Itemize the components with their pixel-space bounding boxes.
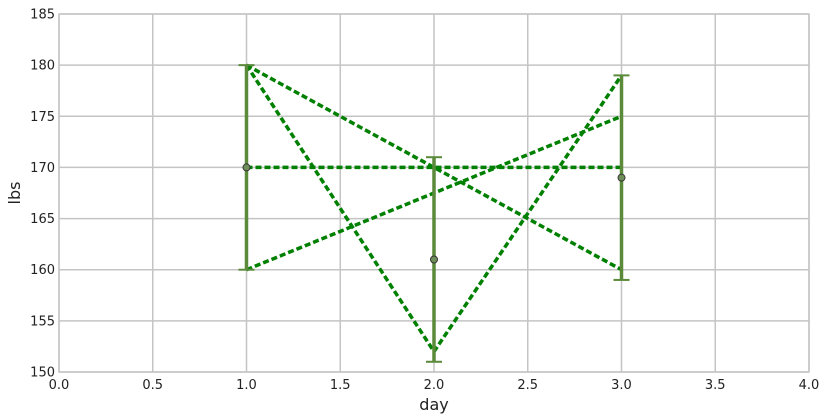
mean-point <box>242 163 251 172</box>
x-tick-label: 1.0 <box>236 378 257 393</box>
y-tick-label: 185 <box>30 8 55 23</box>
x-tick-label: 3.5 <box>705 378 726 393</box>
grid <box>58 13 810 373</box>
y-tick-label: 165 <box>30 212 55 227</box>
y-tick-label: 160 <box>30 263 55 278</box>
y-tick-label: 175 <box>30 110 55 125</box>
mean-point <box>430 255 438 264</box>
x-tick-label: 2.0 <box>424 378 445 393</box>
x-tick-label: 0.0 <box>49 378 70 393</box>
x-tick-label: 0.5 <box>142 378 163 393</box>
x-tick-label: 3.0 <box>611 378 632 393</box>
x-tick-label: 1.5 <box>330 378 351 393</box>
y-tick-label: 170 <box>30 161 55 176</box>
x-axis-label: day <box>419 395 448 414</box>
y-tick-label: 180 <box>30 59 55 74</box>
mean-point <box>617 173 626 182</box>
x-tick-label: 2.5 <box>517 378 538 393</box>
y-axis-label: lbs <box>5 182 24 205</box>
x-tick-label: 4.0 <box>799 378 820 393</box>
y-tick-label: 155 <box>30 314 55 329</box>
y-tick-label: 150 <box>30 366 55 381</box>
y-tick-labels: 150 155 160 165 170 175 180 185 <box>30 8 55 381</box>
series-line-1 <box>245 63 623 272</box>
error-bars <box>238 64 630 363</box>
x-tick-labels: 0.0 0.5 1.0 1.5 2.0 2.5 3.0 3.5 4.0 <box>49 378 820 393</box>
